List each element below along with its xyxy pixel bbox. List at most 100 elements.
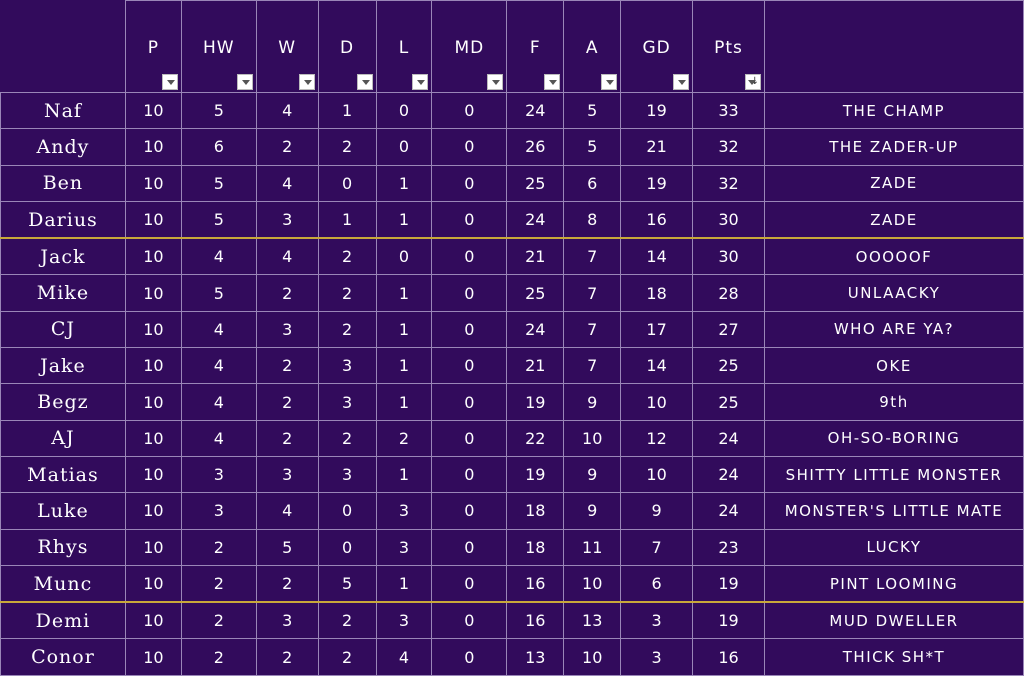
- stat-cell-f[interactable]: 24: [506, 91, 565, 130]
- stat-cell-l[interactable]: 0: [375, 91, 433, 130]
- stat-cell-p[interactable]: 10: [124, 564, 182, 604]
- stat-cell-w[interactable]: 3: [255, 601, 319, 640]
- stat-cell-f[interactable]: 21: [506, 237, 565, 276]
- filter-dropdown-button[interactable]: [544, 74, 561, 90]
- stat-cell-l[interactable]: 0: [375, 128, 433, 166]
- stat-cell-l[interactable]: 3: [375, 492, 433, 530]
- stat-cell-p[interactable]: 10: [124, 492, 182, 530]
- stat-cell-pts[interactable]: 27: [692, 310, 765, 349]
- stat-cell-md[interactable]: 0: [431, 419, 508, 457]
- stat-cell-f[interactable]: 16: [506, 564, 565, 604]
- stat-cell-gd[interactable]: 19: [620, 164, 694, 202]
- stat-cell-pts[interactable]: 33: [692, 91, 765, 130]
- stat-cell-hw[interactable]: 5: [180, 274, 257, 312]
- stat-cell-f[interactable]: 24: [506, 200, 565, 240]
- stat-cell-hw[interactable]: 4: [180, 383, 257, 421]
- nickname-cell[interactable]: UNLAACKY: [763, 274, 1024, 312]
- stat-cell-hw[interactable]: 4: [180, 347, 257, 385]
- stat-cell-hw[interactable]: 6: [180, 128, 257, 166]
- stat-cell-f[interactable]: 26: [506, 128, 565, 166]
- stat-cell-gd[interactable]: 7: [620, 528, 694, 566]
- stat-cell-md[interactable]: 0: [431, 200, 508, 240]
- stat-cell-pts[interactable]: 32: [692, 164, 765, 202]
- stat-cell-a[interactable]: 5: [563, 91, 622, 130]
- stat-cell-w[interactable]: 3: [255, 455, 319, 494]
- stat-cell-p[interactable]: 10: [124, 237, 182, 276]
- stat-cell-a[interactable]: 7: [563, 310, 622, 349]
- player-name-cell[interactable]: Rhys: [0, 528, 126, 566]
- stat-cell-md[interactable]: 0: [431, 237, 508, 276]
- stat-cell-pts[interactable]: 30: [692, 200, 765, 240]
- stat-cell-f[interactable]: 16: [506, 601, 565, 640]
- stat-cell-a[interactable]: 7: [563, 347, 622, 385]
- player-name-cell[interactable]: Matias: [0, 455, 126, 494]
- stat-cell-a[interactable]: 7: [563, 237, 622, 276]
- stat-cell-l[interactable]: 1: [375, 310, 433, 349]
- stat-cell-f[interactable]: 19: [506, 455, 565, 494]
- nickname-cell[interactable]: LUCKY: [763, 528, 1024, 566]
- stat-cell-md[interactable]: 0: [431, 347, 508, 385]
- stat-cell-l[interactable]: 2: [375, 419, 433, 457]
- stat-cell-w[interactable]: 2: [255, 274, 319, 312]
- stat-cell-gd[interactable]: 21: [620, 128, 694, 166]
- stat-cell-l[interactable]: 1: [375, 164, 433, 202]
- stat-cell-d[interactable]: 1: [317, 91, 377, 130]
- stat-cell-l[interactable]: 1: [375, 347, 433, 385]
- stat-cell-md[interactable]: 0: [431, 164, 508, 202]
- nickname-cell[interactable]: SHITTY LITTLE MONSTER: [763, 455, 1024, 494]
- stat-cell-pts[interactable]: 24: [692, 492, 765, 530]
- stat-cell-a[interactable]: 7: [563, 274, 622, 312]
- stat-cell-hw[interactable]: 5: [180, 91, 257, 130]
- nickname-cell[interactable]: OKE: [763, 347, 1024, 385]
- stat-cell-p[interactable]: 10: [124, 91, 182, 130]
- nickname-cell[interactable]: OOOOOF: [763, 237, 1024, 276]
- stat-cell-a[interactable]: 10: [563, 419, 622, 457]
- nickname-cell[interactable]: THE ZADER-UP: [763, 128, 1024, 166]
- stat-cell-w[interactable]: 4: [255, 91, 319, 130]
- stat-cell-a[interactable]: 5: [563, 128, 622, 166]
- stat-cell-f[interactable]: 24: [506, 310, 565, 349]
- stat-cell-p[interactable]: 10: [124, 310, 182, 349]
- stat-cell-p[interactable]: 10: [124, 383, 182, 421]
- player-name-cell[interactable]: Begz: [0, 383, 126, 421]
- stat-cell-hw[interactable]: 2: [180, 528, 257, 566]
- stat-cell-gd[interactable]: 6: [620, 564, 694, 604]
- stat-cell-w[interactable]: 4: [255, 492, 319, 530]
- filter-dropdown-button[interactable]: [356, 74, 373, 90]
- stat-cell-d[interactable]: 3: [317, 455, 377, 494]
- stat-cell-f[interactable]: 18: [506, 528, 565, 566]
- player-name-cell[interactable]: Naf: [0, 91, 126, 130]
- nickname-cell[interactable]: THICK SH*T: [763, 638, 1024, 676]
- stat-cell-a[interactable]: 9: [563, 383, 622, 421]
- stat-cell-gd[interactable]: 3: [620, 638, 694, 676]
- filter-dropdown-button[interactable]: [601, 74, 618, 90]
- stat-cell-pts[interactable]: 28: [692, 274, 765, 312]
- stat-cell-gd[interactable]: 10: [620, 383, 694, 421]
- stat-cell-f[interactable]: 25: [506, 274, 565, 312]
- stat-cell-d[interactable]: 0: [317, 528, 377, 566]
- stat-cell-p[interactable]: 10: [124, 200, 182, 240]
- nickname-cell[interactable]: ZADE: [763, 200, 1024, 240]
- stat-cell-a[interactable]: 9: [563, 492, 622, 530]
- player-name-cell[interactable]: Mike: [0, 274, 126, 312]
- stat-cell-p[interactable]: 10: [124, 638, 182, 676]
- nickname-cell[interactable]: WHO ARE YA?: [763, 310, 1024, 349]
- stat-cell-l[interactable]: 3: [375, 528, 433, 566]
- stat-cell-a[interactable]: 11: [563, 528, 622, 566]
- stat-cell-pts[interactable]: 19: [692, 601, 765, 640]
- stat-cell-pts[interactable]: 24: [692, 455, 765, 494]
- stat-cell-f[interactable]: 19: [506, 383, 565, 421]
- stat-cell-d[interactable]: 2: [317, 310, 377, 349]
- stat-cell-w[interactable]: 5: [255, 528, 319, 566]
- stat-cell-md[interactable]: 0: [431, 455, 508, 494]
- nickname-cell[interactable]: MUD DWELLER: [763, 601, 1024, 640]
- stat-cell-a[interactable]: 13: [563, 601, 622, 640]
- player-name-cell[interactable]: Munc: [0, 564, 126, 604]
- stat-cell-gd[interactable]: 9: [620, 492, 694, 530]
- stat-cell-pts[interactable]: 25: [692, 383, 765, 421]
- stat-cell-md[interactable]: 0: [431, 310, 508, 349]
- stat-cell-hw[interactable]: 4: [180, 419, 257, 457]
- stat-cell-gd[interactable]: 3: [620, 601, 694, 640]
- stat-cell-gd[interactable]: 14: [620, 347, 694, 385]
- stat-cell-d[interactable]: 5: [317, 564, 377, 604]
